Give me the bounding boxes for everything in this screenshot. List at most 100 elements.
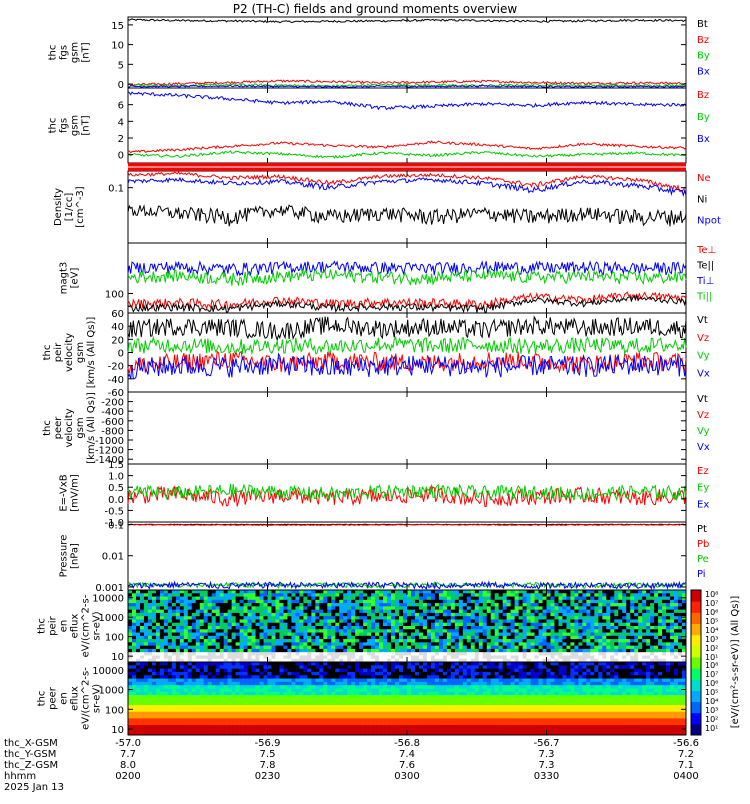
spectrogram-cell — [467, 672, 471, 676]
spectrogram-cell — [439, 695, 443, 699]
spectrogram-cell — [606, 600, 610, 604]
spectrogram-cell — [531, 610, 535, 614]
spectrogram-cell — [423, 642, 427, 646]
spectrogram-cell — [634, 613, 638, 617]
spectrogram-cell — [578, 669, 582, 673]
spectrogram-cell — [574, 672, 578, 676]
spectrogram-cell — [411, 606, 415, 610]
spectrogram-cell — [140, 603, 144, 607]
spectrogram-cell — [479, 636, 483, 640]
spectrogram-cell — [439, 675, 443, 679]
spectrogram-cell — [375, 639, 379, 643]
spectrogram-cell — [543, 600, 547, 604]
spectrogram-cell — [630, 619, 634, 623]
spectrogram-cell — [674, 629, 678, 633]
spectrogram-cell — [455, 675, 459, 679]
spectrogram-cell — [578, 675, 582, 679]
spectrogram-cell — [244, 655, 248, 659]
spectrogram-cell — [303, 646, 307, 650]
spectrogram-cell — [515, 636, 519, 640]
spectrogram-cell — [527, 679, 531, 683]
spectrogram-cell — [363, 600, 367, 604]
spectrogram-cell — [224, 662, 228, 666]
spectrogram-cell — [622, 652, 626, 656]
spectrogram-cell — [224, 610, 228, 614]
spectrogram-cell — [287, 685, 291, 689]
spectrogram-cell — [271, 692, 275, 696]
spectrogram-cell — [347, 652, 351, 656]
spectrogram-cell — [379, 672, 383, 676]
spectrogram-cell — [507, 665, 511, 669]
spectrogram-cell — [646, 610, 650, 614]
spectrogram-cell — [574, 669, 578, 673]
spectrogram-cell — [160, 636, 164, 640]
spectrogram-cell — [674, 669, 678, 673]
spectrogram-cell — [395, 689, 399, 693]
spectrogram-cell — [483, 672, 487, 676]
spectrogram-cell — [403, 692, 407, 696]
spectrogram-cell — [606, 692, 610, 696]
spectrogram-cell — [654, 679, 658, 683]
spectrogram-cell — [283, 629, 287, 633]
spectrogram-cell — [427, 606, 431, 610]
spectrogram-cell — [642, 603, 646, 607]
spectrogram-cell — [479, 646, 483, 650]
spectrogram-cell — [136, 685, 140, 689]
spectrogram-cell — [650, 623, 654, 627]
spectrogram-cell — [279, 662, 283, 666]
spectrogram-cell — [495, 662, 499, 666]
spectrogram-cell — [311, 695, 315, 699]
spectrogram-cell — [192, 593, 196, 597]
spectrogram-cell — [570, 692, 574, 696]
spectrogram-peir_en_eflux — [128, 590, 686, 662]
spectrogram-cell — [140, 600, 144, 604]
spectrogram-cell — [176, 616, 180, 620]
spectrogram-cell — [539, 662, 543, 666]
spectrogram-cell — [570, 623, 574, 627]
spectrogram-cell — [503, 642, 507, 646]
spectrogram-cell — [630, 629, 634, 633]
spectrogram-cell — [455, 623, 459, 627]
spectrogram-cell — [279, 590, 283, 594]
spectrogram-cell — [152, 629, 156, 633]
spectrogram-cell — [491, 689, 495, 693]
spectrogram-cell — [303, 626, 307, 630]
spectrogram-cell — [148, 695, 152, 699]
spectrogram-cell — [307, 623, 311, 627]
spectrogram-cell — [606, 655, 610, 659]
spectrogram-cell — [232, 675, 236, 679]
spectrogram-cell — [319, 699, 323, 703]
spectrogram-cell — [403, 606, 407, 610]
spectrogram-cell — [650, 593, 654, 597]
spectrogram-cell — [475, 672, 479, 676]
spectrogram-cell — [391, 629, 395, 633]
spectrogram-cell — [184, 655, 188, 659]
spectrogram-cell — [618, 597, 622, 601]
spectrogram-cell — [351, 603, 355, 607]
spectrogram-cell — [140, 593, 144, 597]
spectrogram-cell — [228, 672, 232, 676]
y-axis-label: [km/s (All Qs)] — [86, 392, 97, 464]
spectrogram-cell — [543, 603, 547, 607]
spectrogram-cell — [586, 626, 590, 630]
spectrogram-cell — [152, 633, 156, 637]
spectrogram-cell — [204, 600, 208, 604]
spectrogram-cell — [606, 626, 610, 630]
spectrogram-cell — [327, 593, 331, 597]
spectrogram-cell — [566, 636, 570, 640]
spectrogram-cell — [291, 689, 295, 693]
spectrogram-cell — [399, 633, 403, 637]
spectrogram-cell — [339, 682, 343, 686]
spectrogram-cell — [415, 669, 419, 673]
spectrogram-cell — [236, 679, 240, 683]
spectrogram-cell — [483, 593, 487, 597]
spectrogram-cell — [550, 639, 554, 643]
spectrogram-cell — [626, 672, 630, 676]
spectrogram-cell — [642, 679, 646, 683]
spectrogram-cell — [307, 597, 311, 601]
spectrogram-cell — [152, 593, 156, 597]
spectrogram-cell — [180, 629, 184, 633]
spectrogram-cell — [311, 606, 315, 610]
spectrogram-cell — [507, 629, 511, 633]
spectrogram-cell — [507, 672, 511, 676]
